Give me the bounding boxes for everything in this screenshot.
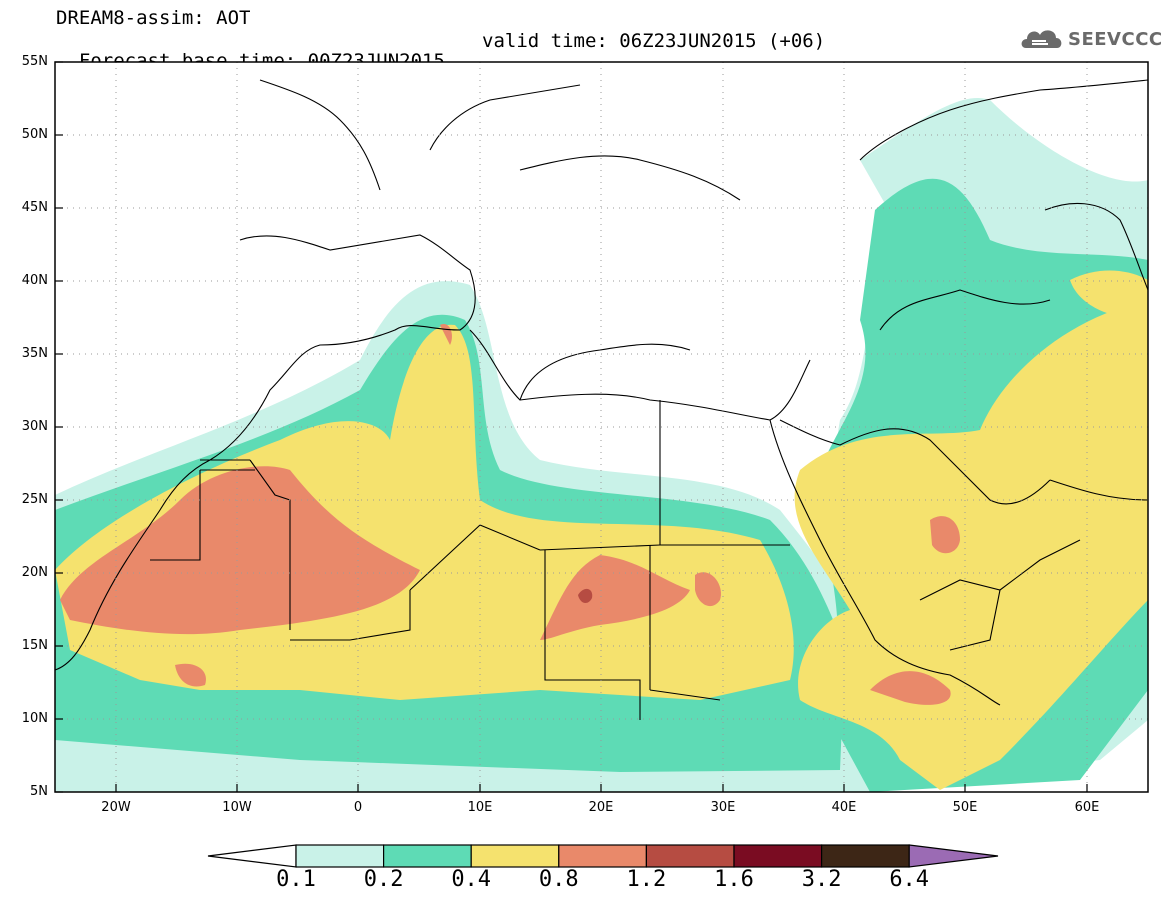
aot-fields [55,98,1148,792]
lat-label-25n: 25N [21,492,48,507]
axis-ticks [55,61,1088,793]
colorbar [207,844,999,868]
lat-label-5n: 5N [30,784,48,799]
lon-label-20w: 20W [101,800,131,815]
colorbar-label-3: 0.8 [538,867,579,892]
lat-label-40n: 40N [21,273,48,288]
colorbar-swatch-6 [820,844,910,868]
colorbar-swatch-5 [733,844,823,868]
colorbar-swatch-2 [470,844,560,868]
lon-label-60e: 60E [1074,800,1100,815]
lon-label-20e: 20E [588,800,614,815]
lat-label-10n: 10N [21,711,48,726]
aot-band-1-2 [578,588,593,604]
map-title: DREAM8-assim: AOT [56,7,251,29]
valid-time: valid time: 06Z23JUN2015 (+06) [482,30,826,52]
cloud-icon [1021,30,1062,48]
lon-label-50e: 50E [952,800,978,815]
lon-label-30e: 30E [710,800,736,815]
colorbar-label-5: 1.6 [714,867,754,892]
graticule [55,62,1148,792]
colorbar-swatch-3 [558,844,647,868]
logo-text: SEEVCCC [1068,29,1163,50]
lat-label-35n: 35N [21,346,48,361]
lat-label-50n: 50N [21,127,48,142]
colorbar-swatch-0 [295,844,385,868]
lat-label-20n: 20N [21,565,48,580]
lat-label-55n: 55N [21,54,48,69]
lat-label-15n: 15N [21,638,48,653]
colorbar-label-2: 0.4 [451,867,492,892]
colorbar-label-1: 0.2 [363,867,404,892]
lat-label-45n: 45N [21,200,48,215]
colorbar-label-0: 0.1 [276,867,316,892]
coastlines-borders [55,79,1148,720]
lon-label-40e: 40E [831,800,857,815]
lat-label-30n: 30N [21,419,48,434]
colorbar-swatch-1 [383,844,472,868]
colorbar-label-6: 3.2 [801,867,842,892]
lon-label-0: 0 [353,800,363,815]
aot-band-0-8 [60,324,960,705]
lon-label-10w: 10W [222,800,252,815]
colorbar-low-arrow [207,844,297,868]
colorbar-high-arrow [908,844,999,868]
colorbar-label-7: 6.4 [889,867,930,892]
colorbar-swatch-4 [645,844,735,868]
colorbar-label-4: 1.2 [626,867,667,892]
seevccc-logo: SEEVCCC [1018,22,1162,58]
lon-label-10e: 10E [467,800,493,815]
